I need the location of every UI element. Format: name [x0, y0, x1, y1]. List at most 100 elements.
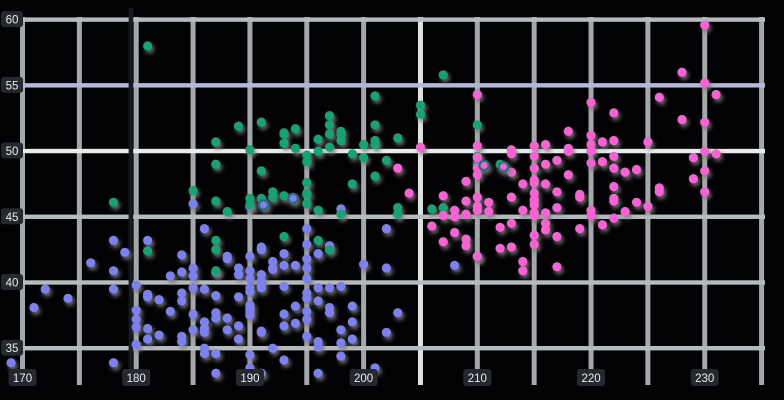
data-point-blue[interactable] [6, 358, 16, 368]
data-point-green[interactable] [302, 199, 312, 209]
data-point-blue[interactable] [233, 334, 244, 344]
data-point-pink[interactable] [529, 151, 539, 161]
data-point-green[interactable] [370, 171, 380, 181]
data-point-blue[interactable] [290, 318, 300, 328]
data-point-green[interactable] [211, 196, 221, 206]
data-point-pink[interactable] [586, 139, 596, 150]
data-point-pink[interactable] [563, 126, 573, 136]
data-point-blue[interactable] [347, 301, 357, 311]
data-point-green[interactable] [393, 203, 403, 213]
data-point-blue[interactable] [313, 283, 323, 293]
data-point-green[interactable] [268, 187, 278, 197]
data-point-blue[interactable] [108, 284, 119, 294]
data-point-pink[interactable] [461, 209, 471, 219]
data-point-blue[interactable] [279, 321, 289, 331]
data-point-pink[interactable] [552, 187, 562, 197]
data-point-pink[interactable] [461, 234, 471, 244]
data-point-pink[interactable] [563, 170, 573, 180]
data-point-blue[interactable] [222, 254, 232, 264]
data-point-pink[interactable] [609, 108, 619, 118]
data-point-pink[interactable] [484, 197, 494, 207]
data-point-green[interactable] [222, 206, 232, 217]
data-point-blue[interactable] [120, 247, 130, 257]
data-point-pink[interactable] [643, 137, 653, 147]
data-point-blue[interactable] [450, 260, 460, 270]
data-point-blue[interactable] [256, 283, 266, 293]
data-point-blue[interactable] [381, 263, 391, 273]
data-point-blue[interactable] [154, 330, 164, 340]
data-point-pink[interactable] [620, 206, 630, 217]
data-point-blue[interactable] [336, 325, 346, 335]
data-point-blue[interactable] [336, 351, 346, 361]
data-point-pink[interactable] [472, 170, 482, 180]
data-point-pink[interactable] [609, 151, 619, 161]
data-point-pink[interactable] [540, 218, 551, 228]
data-point-pink[interactable] [404, 188, 414, 198]
data-point-pink[interactable] [711, 89, 721, 100]
data-point-blue[interactable] [177, 296, 187, 306]
data-point-blue[interactable] [233, 270, 244, 280]
data-point-green[interactable] [211, 245, 221, 255]
data-point-blue[interactable] [199, 224, 209, 234]
data-point-blue[interactable] [188, 271, 198, 281]
data-point-green[interactable] [302, 157, 312, 167]
data-point-blue[interactable] [177, 288, 187, 298]
data-point-blue[interactable] [165, 271, 175, 281]
data-point-blue[interactable] [233, 321, 244, 331]
data-point-pink[interactable] [450, 227, 460, 238]
data-point-blue[interactable] [177, 337, 187, 347]
data-point-green[interactable] [256, 166, 266, 176]
data-point-pink[interactable] [506, 149, 516, 159]
data-point-green[interactable] [313, 146, 323, 156]
data-point-blue[interactable] [222, 325, 232, 335]
data-point-blue[interactable] [222, 313, 232, 323]
data-point-pink[interactable] [563, 143, 573, 153]
data-point-blue[interactable] [245, 266, 255, 276]
data-point-blue[interactable] [131, 322, 141, 332]
data-point-blue[interactable] [336, 281, 346, 291]
data-point-pink[interactable] [575, 192, 585, 202]
data-point-pink[interactable] [631, 164, 642, 175]
data-point-blue[interactable] [290, 301, 300, 311]
data-point-pink[interactable] [529, 230, 539, 240]
data-point-pink[interactable] [540, 139, 551, 150]
data-point-blue[interactable] [177, 250, 187, 260]
data-point-blue[interactable] [313, 296, 323, 306]
data-point-pink[interactable] [472, 251, 482, 261]
data-point-blue[interactable] [211, 348, 221, 359]
data-point-green[interactable] [415, 109, 426, 119]
data-point-blue[interactable] [143, 323, 153, 334]
data-point-blue[interactable] [290, 260, 300, 270]
data-point-blue[interactable] [279, 260, 289, 270]
data-point-blue[interactable] [302, 254, 312, 264]
data-point-pink[interactable] [506, 242, 516, 252]
data-point-pink[interactable] [529, 141, 539, 151]
data-point-pink[interactable] [540, 225, 551, 235]
data-point-green[interactable] [438, 70, 448, 80]
data-point-pink[interactable] [677, 114, 687, 125]
data-point-pink[interactable] [643, 201, 653, 211]
data-point-outlined[interactable] [478, 159, 490, 172]
data-point-blue[interactable] [359, 259, 369, 269]
data-point-green[interactable] [370, 135, 380, 146]
data-point-blue[interactable] [86, 258, 96, 268]
data-point-green[interactable] [279, 128, 289, 138]
data-point-green[interactable] [415, 100, 426, 110]
data-point-pink[interactable] [393, 163, 403, 173]
data-point-blue[interactable] [199, 343, 209, 353]
data-point-pink[interactable] [700, 78, 710, 88]
data-point-green[interactable] [256, 117, 266, 127]
data-point-blue[interactable] [279, 281, 289, 291]
data-point-blue[interactable] [188, 325, 198, 335]
data-point-blue[interactable] [154, 295, 164, 305]
data-point-green[interactable] [143, 246, 153, 256]
data-point-blue[interactable] [302, 263, 312, 273]
data-point-green[interactable] [393, 209, 403, 219]
data-point-pink[interactable] [552, 203, 562, 213]
data-point-pink[interactable] [597, 157, 608, 167]
data-point-pink[interactable] [575, 224, 585, 234]
data-point-blue[interactable] [381, 327, 391, 337]
data-point-green[interactable] [370, 91, 380, 101]
data-point-pink[interactable] [450, 212, 460, 222]
data-point-green[interactable] [279, 191, 289, 201]
